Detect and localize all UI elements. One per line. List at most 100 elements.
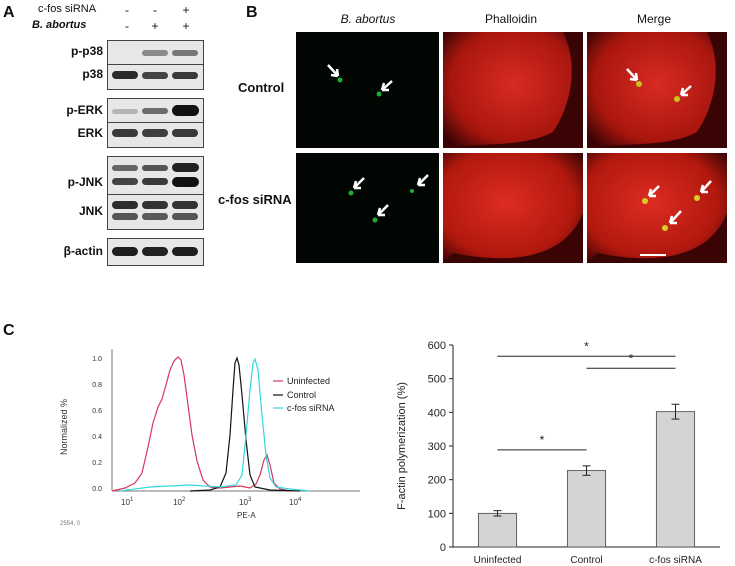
blot-label-p38: p38 [82, 67, 103, 81]
band [112, 201, 138, 209]
micrograph-control-red [443, 32, 583, 148]
band [112, 129, 138, 137]
panel-c-letter: C [3, 322, 15, 339]
bar [655, 411, 696, 548]
bar-ytick-label: 300 [428, 441, 446, 453]
blot-label-jnk: JNK [78, 204, 103, 218]
hist-xtick-exp: 2 [182, 497, 186, 503]
hist-xtick: 10 [289, 498, 298, 507]
arrow-icon [668, 210, 682, 225]
histogram-curve-control [189, 356, 301, 492]
column-header-babortus: B. abortus [340, 12, 396, 26]
band [112, 109, 138, 114]
bar-ytick-label: 500 [428, 374, 446, 386]
blot-group-actin [107, 238, 204, 266]
band [172, 50, 198, 56]
arrow-icon [699, 180, 712, 194]
blot-group-p38 [107, 40, 204, 90]
band [172, 201, 198, 209]
legend-label: Control [287, 390, 316, 400]
band [142, 165, 168, 171]
hist-xtick-exp: 1 [130, 497, 134, 503]
arrow-icon [380, 80, 393, 92]
arrow-icon [327, 64, 340, 78]
band [112, 247, 138, 256]
micrograph-control-green [296, 32, 439, 148]
pm-cfos-2: - [153, 3, 157, 17]
pm-cfos-3: + [182, 3, 190, 17]
band [142, 108, 168, 114]
bar-category-label: Uninfected [474, 555, 522, 566]
band [142, 178, 168, 185]
blot-label-pjnk: p-JNK [67, 175, 103, 189]
arrow-icon [647, 185, 660, 198]
bar-ylabel: F-actin polymerization (%) [396, 382, 408, 510]
hist-xtick: 10 [173, 498, 182, 507]
micrograph-cfos-green [296, 153, 439, 263]
hist-xtick-exp: 3 [248, 497, 252, 503]
blot-label-perk: p-ERK [66, 103, 103, 117]
hist-ytick: 0.2 [92, 460, 102, 467]
micrograph-control-merge [587, 32, 727, 148]
band [142, 72, 168, 79]
bar [477, 512, 518, 548]
histogram-curve-cfos [119, 357, 311, 492]
hist-xtick: 10 [239, 498, 248, 507]
pm-cfos-1: - [125, 3, 129, 17]
histogram-ylabel: Normalized % [59, 399, 69, 455]
hist-xtick-exp: 4 [298, 497, 302, 503]
significance-star: * [629, 351, 634, 365]
histogram-legend: Uninfected Control c-fos siRNA [273, 376, 335, 413]
factin-bar-chart: 0 100 200 300 400 500 600 Uninfected Control c-f… [396, 339, 720, 566]
legend-label: Uninfected [287, 376, 330, 386]
significance-star: * [584, 339, 589, 353]
column-header-merge: Merge [636, 12, 671, 26]
band [112, 71, 138, 79]
pm-babortus-2: + [151, 19, 159, 33]
arrow-icon [416, 174, 429, 187]
band [172, 163, 199, 172]
condition-label-cfos: c-fos siRNA [38, 3, 97, 15]
legend-label: c-fos siRNA [287, 403, 335, 413]
band [172, 129, 198, 137]
panel-a-letter: A [3, 4, 15, 21]
hist-ytick: 0.8 [92, 382, 102, 389]
arrow-icon [352, 177, 365, 190]
condition-label-babortus: B. abortus [32, 19, 87, 31]
bar-ytick-label: 0 [440, 542, 446, 554]
band [172, 105, 199, 116]
significance-star: * [540, 433, 545, 447]
bar [566, 470, 607, 548]
row-header-control: Control [238, 80, 285, 95]
histogram-xlabel: PE-A [237, 511, 256, 520]
hist-xtick: 10 [121, 498, 130, 507]
hist-ytick: 0.0 [92, 486, 102, 493]
flow-histogram: Normalized % 1.0 0.8 0.6 0.4 0.2 0.0 10 … [59, 349, 360, 527]
band [172, 213, 198, 220]
arrow-icon [679, 85, 692, 97]
band [142, 247, 168, 256]
bar-ytick-label: 600 [428, 340, 446, 352]
micrograph-cfos-merge [587, 153, 727, 263]
blot-label-erk: ERK [77, 126, 103, 140]
arrow-icon [376, 204, 389, 217]
bar-ytick-label: 400 [428, 407, 446, 419]
hist-ytick: 0.6 [92, 408, 102, 415]
row-header-cfos: c-fos siRNA [218, 192, 292, 207]
bar-ytick-label: 200 [428, 475, 446, 487]
band [142, 129, 168, 137]
band [112, 213, 138, 220]
band [142, 213, 168, 220]
arrow-icon [626, 68, 639, 82]
band [112, 178, 138, 185]
blot-label-actin: β-actin [63, 244, 103, 258]
blot-group-jnk [107, 156, 204, 230]
micrograph-cfos-red [443, 153, 583, 263]
bar-category-label: Control [570, 555, 602, 566]
histogram-corner-label: 2554, 0 [60, 521, 81, 527]
bar-ytick-label: 100 [428, 508, 446, 520]
histogram-curve-uninfected [111, 356, 291, 492]
blot-group-erk [107, 98, 204, 148]
hist-ytick: 1.0 [92, 356, 102, 363]
band [172, 72, 198, 79]
